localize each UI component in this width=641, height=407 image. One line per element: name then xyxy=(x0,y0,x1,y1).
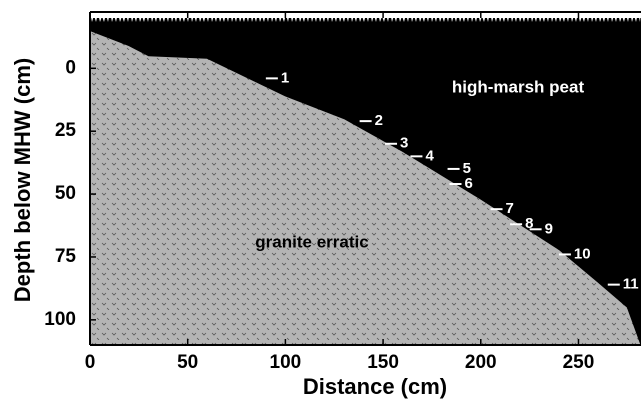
y-tick-label: 100 xyxy=(44,309,76,330)
x-axis-label: Distance (cm) xyxy=(303,374,447,399)
sample-label: 3 xyxy=(400,135,408,152)
annotation: granite erratic xyxy=(255,232,368,251)
sample-label: 5 xyxy=(463,160,471,177)
y-axis-label: Depth below MHW (cm) xyxy=(10,58,35,302)
sample-label: 1 xyxy=(281,69,289,86)
sample-label: 7 xyxy=(506,200,514,217)
x-tick-label: 200 xyxy=(465,352,497,373)
top-strip xyxy=(90,0,641,12)
sample-label: 9 xyxy=(545,220,553,237)
sample-label: 11 xyxy=(623,276,639,293)
x-tick-label: 50 xyxy=(177,352,198,373)
sample-label: 6 xyxy=(465,175,473,192)
sample-label: 4 xyxy=(425,147,434,164)
y-tick-label: 50 xyxy=(55,183,76,204)
x-tick-label: 100 xyxy=(270,352,302,373)
x-tick-label: 150 xyxy=(367,352,399,373)
y-tick-label: 0 xyxy=(65,57,76,78)
x-tick-label: 250 xyxy=(563,352,595,373)
sample-label: 10 xyxy=(574,245,591,262)
sample-label: 2 xyxy=(375,112,383,129)
y-tick-label: 25 xyxy=(55,120,77,141)
granite-surface xyxy=(89,30,641,346)
x-tick-label: 0 xyxy=(85,352,96,373)
annotation: high-marsh peat xyxy=(452,77,585,96)
granite-texture xyxy=(90,30,641,345)
y-tick-label: 75 xyxy=(55,246,77,267)
sample-label: 8 xyxy=(525,215,533,232)
